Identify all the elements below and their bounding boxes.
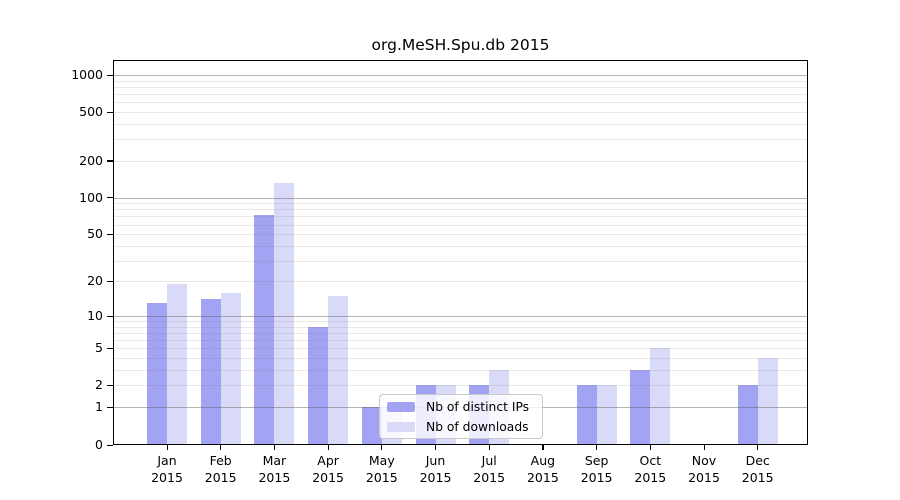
gridline-minor-8 [114, 326, 807, 328]
bar-distinct-ips-mar [254, 214, 275, 445]
x-tick-mark-sep [596, 445, 598, 450]
gridline-minor-60 [114, 224, 807, 226]
gridline-minor-700 [114, 94, 807, 96]
x-tick-label-may: May 2015 [365, 453, 398, 485]
gridline-minor-600 [114, 102, 807, 104]
legend: Nb of distinct IPs Nb of downloads [379, 394, 543, 439]
gridline-minor-400 [114, 124, 807, 126]
x-tick-label-jul: Jul 2015 [473, 453, 506, 485]
gridline-major-100 [114, 197, 807, 199]
x-tick-label-nov: Nov 2015 [688, 453, 720, 485]
bar-distinct-ips-sep [576, 385, 597, 445]
gridline-minor-800 [114, 87, 807, 89]
gridline-minor-40 [114, 245, 807, 247]
y-tick-mark-2 [107, 384, 113, 387]
bar-distinct-ips-jan [147, 303, 167, 445]
bar-distinct-ips-dec [737, 385, 758, 445]
x-tick-label-sep: Sep 2015 [580, 453, 613, 485]
bar-downloads-oct [650, 348, 671, 445]
y-tick-mark-500 [107, 111, 113, 113]
gridline-minor-80 [114, 209, 807, 211]
gridline-minor-900 [114, 80, 807, 82]
y-tick-mark-0 [107, 444, 113, 446]
y-tick-mark-5 [107, 347, 113, 350]
y-tick-mark-1 [107, 406, 113, 408]
y-tick-mark-200 [107, 160, 113, 162]
gridline-minor-300 [114, 139, 807, 141]
x-tick-mark-dec [757, 445, 759, 450]
x-tick-mark-may [381, 445, 383, 450]
x-tick-label-jan: Jan 2015 [151, 453, 183, 485]
y-tick-label-500: 500 [79, 104, 103, 120]
gridline-minor-30 [114, 260, 807, 262]
y-tick-mark-50 [107, 233, 113, 235]
bar-downloads-feb [220, 292, 241, 445]
gridline-minor-5 [114, 348, 807, 350]
x-tick-label-mar: Mar 2015 [258, 453, 291, 485]
gridline-minor-9 [114, 321, 807, 323]
bar-distinct-ips-oct [630, 370, 651, 445]
bar-downloads-mar [274, 182, 295, 445]
legend-label-downloads: Nb of downloads [426, 419, 529, 434]
x-tick-mark-apr [327, 445, 329, 450]
y-tick-label-50: 50 [87, 226, 103, 242]
x-tick-mark-oct [649, 445, 651, 450]
gridline-minor-3 [114, 370, 807, 371]
y-tick-mark-100 [107, 197, 113, 199]
x-tick-label-apr: Apr 2015 [312, 453, 344, 485]
y-tick-mark-20 [107, 280, 113, 283]
gridline-minor-500 [114, 112, 807, 114]
gridline-minor-200 [114, 160, 807, 162]
legend-item-downloads: Nb of downloads [387, 419, 535, 435]
bar-downloads-jan [167, 284, 187, 445]
chart-title: org.MeSH.Spu.db 2015 [371, 36, 550, 54]
bar-distinct-ips-may [361, 407, 382, 445]
x-tick-mark-mar [273, 445, 276, 450]
y-tick-label-5: 5 [95, 340, 103, 356]
bar-downloads-dec [757, 358, 778, 445]
x-tick-mark-jul [488, 445, 490, 450]
y-tick-label-1000: 1000 [71, 67, 103, 83]
x-tick-label-oct: Oct 2015 [634, 453, 667, 485]
bar-distinct-ips-feb [200, 299, 221, 445]
y-tick-label-2: 2 [95, 377, 103, 393]
bar-downloads-sep [596, 385, 617, 445]
y-tick-label-20: 20 [87, 273, 103, 289]
legend-item-distinct-ips: Nb of distinct IPs [387, 399, 535, 415]
x-tick-mark-aug [542, 445, 544, 450]
gridline-minor-2 [114, 385, 807, 387]
y-tick-label-0: 0 [95, 437, 103, 452]
y-tick-label-10: 10 [87, 308, 103, 323]
x-tick-label-dec: Dec 2015 [741, 453, 774, 485]
gridline-major-10 [114, 316, 807, 317]
y-tick-mark-10 [107, 315, 113, 317]
y-tick-mark-1000 [107, 74, 113, 76]
x-tick-label-aug: Aug 2015 [526, 453, 559, 485]
x-tick-label-feb: Feb 2015 [204, 453, 237, 485]
legend-key-distinct-ips-swatch [387, 401, 415, 412]
x-tick-mark-jun [435, 445, 437, 450]
legend-label-distinct-ips: Nb of distinct IPs [426, 399, 530, 414]
x-tick-mark-nov [703, 445, 705, 450]
x-tick-mark-jan [166, 445, 168, 450]
gridline-major-1000 [114, 75, 807, 77]
gridline-minor-70 [114, 216, 807, 218]
x-tick-mark-feb [220, 445, 222, 450]
bar-downloads-apr [328, 296, 349, 445]
gridline-minor-6 [114, 340, 807, 342]
bar-distinct-ips-apr [308, 326, 329, 445]
gridline-minor-4 [114, 358, 807, 360]
gridline-minor-50 [114, 234, 807, 236]
legend-key-downloads-swatch [387, 421, 415, 432]
gridline-minor-7 [114, 333, 807, 334]
gridline-minor-20 [114, 281, 807, 283]
y-tick-label-200: 200 [79, 152, 103, 168]
x-tick-label-jun: Jun 2015 [419, 453, 452, 485]
y-tick-label-100: 100 [79, 189, 103, 205]
y-tick-label-1: 1 [95, 399, 103, 414]
gridline-minor-90 [114, 203, 807, 205]
